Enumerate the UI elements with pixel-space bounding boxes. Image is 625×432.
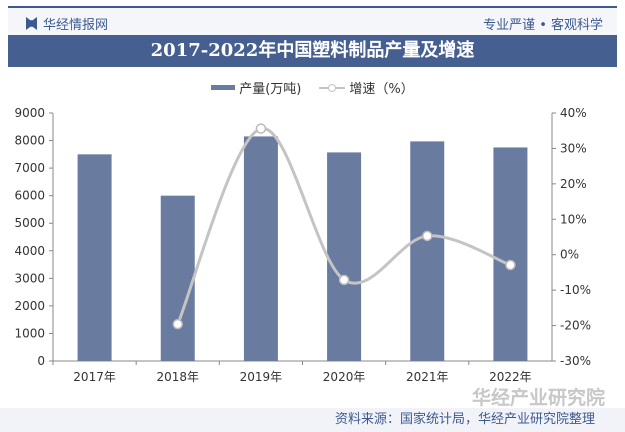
brand: 华经情报网 <box>26 14 108 33</box>
legend-line-swatch <box>319 83 346 92</box>
x-tick-label: 2022年 <box>489 370 532 384</box>
y-tick-label: 6000 <box>14 189 45 203</box>
bar <box>410 141 445 361</box>
bar <box>493 147 528 361</box>
y2-tick-label: 30% <box>560 141 587 155</box>
x-tick-label: 2017年 <box>73 370 116 384</box>
y-tick-label: 7000 <box>14 161 45 175</box>
bar <box>243 136 278 361</box>
watermark: 华经产业研究院 <box>472 386 605 409</box>
brand-name: 华经情报网 <box>43 18 109 33</box>
y-tick-label: 0 <box>37 354 45 368</box>
chart-title: 2017-2022年中国塑料制品产量及增速 <box>8 35 617 67</box>
bar <box>77 154 112 361</box>
growth-point <box>255 123 267 134</box>
y-tick-label: 1000 <box>14 326 45 340</box>
bar <box>160 195 195 361</box>
y2-tick-label: 10% <box>560 212 587 226</box>
legend-item-line: 增速（%） <box>319 78 414 97</box>
growth-point <box>505 259 516 271</box>
y-tick-label: 4000 <box>14 244 45 258</box>
y2-tick-label: -30% <box>560 354 591 368</box>
y2-tick-label: 40% <box>560 106 587 120</box>
growth-line <box>176 127 511 325</box>
x-tick-label: 2020年 <box>323 370 366 384</box>
legend-label: 增速（%） <box>349 82 414 97</box>
source-note: 资料来源：国家统计局，华经产业研究院整理 <box>0 408 625 432</box>
y2-tick-label: 20% <box>560 177 587 191</box>
legend-item-bar: 产量(万吨) <box>211 78 301 97</box>
growth-point <box>172 318 183 330</box>
top-rule <box>8 6 617 8</box>
x-tick-label: 2019年 <box>240 370 283 384</box>
y-tick-label: 3000 <box>14 271 45 285</box>
y2-tick-label: 0% <box>560 248 579 262</box>
logo-icon <box>26 17 37 30</box>
y-tick-label: 9000 <box>14 106 45 120</box>
growth-point <box>422 230 433 242</box>
y-tick-label: 5000 <box>14 216 45 230</box>
legend-bar-swatch <box>211 85 236 90</box>
x-tick-label: 2018年 <box>156 370 199 384</box>
y-tick-label: 8000 <box>14 134 45 148</box>
y-tick-label: 2000 <box>14 299 45 313</box>
legend: 产量(万吨) 增速（%） <box>0 78 625 97</box>
y2-tick-label: -20% <box>560 319 591 333</box>
x-tick-label: 2021年 <box>406 370 449 384</box>
slogan: 专业严谨 • 客观科学 <box>483 18 603 33</box>
growth-point <box>338 274 350 286</box>
legend-label: 产量(万吨) <box>239 82 302 97</box>
header: 华经情报网 专业严谨 • 客观科学 <box>8 8 617 35</box>
bar <box>327 152 362 361</box>
y2-tick-label: -10% <box>560 283 591 297</box>
